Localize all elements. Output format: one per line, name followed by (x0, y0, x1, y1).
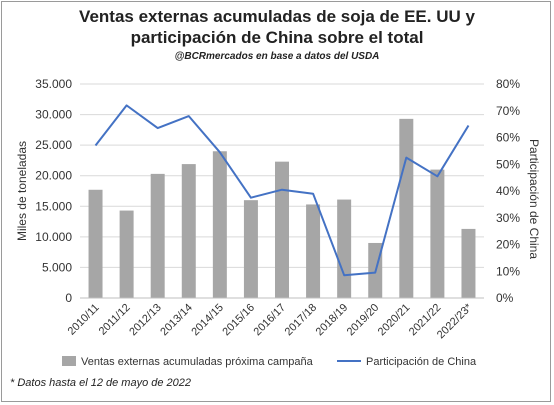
y-tick-label: 15.000 (35, 199, 72, 213)
y2-tick-label: 80% (496, 77, 520, 91)
y2-tick-label: 40% (496, 184, 520, 198)
bar (150, 173, 165, 298)
footnote: * Datos hasta el 12 de mayo de 2022 (10, 377, 192, 389)
y-axis-title: Miles de toneladas (15, 141, 29, 241)
y-tick-label: 35.000 (35, 77, 72, 91)
x-tick-label: 2014/15 (189, 302, 226, 339)
y-tick-label: 30.000 (35, 108, 72, 122)
chart-subtitle: @BCRmercados en base a datos del USDA (174, 51, 380, 62)
x-tick-label: 2017/18 (283, 302, 320, 339)
china-share-line (94, 104, 470, 277)
bar (119, 210, 134, 298)
legend-bar-swatch (62, 356, 76, 366)
legend: Ventas externas acumuladas próxima campa… (62, 356, 477, 368)
y2-tick-label: 50% (496, 157, 520, 171)
bar (181, 164, 196, 298)
bar (306, 204, 321, 298)
x-tick-label: 2019/20 (345, 302, 382, 339)
y-tick-label: 5.000 (42, 260, 72, 274)
bar (399, 118, 414, 298)
legend-line-label: Participación de China (366, 356, 477, 368)
x-tick-label: 2016/17 (252, 302, 289, 339)
x-tick-label: 2012/13 (127, 302, 164, 339)
chart-title-line-2: participación de China sobre el total (130, 28, 424, 47)
x-tick-label: 2020/21 (376, 302, 413, 339)
y2-axis-title: Participación de China (527, 139, 541, 259)
y2-tick-label: 20% (496, 238, 520, 252)
legend-bar-label: Ventas externas acumuladas próxima campa… (81, 356, 314, 368)
bar (88, 189, 103, 298)
x-tick-label: 2022/23* (435, 301, 475, 341)
x-tick-label: 2013/14 (158, 302, 195, 339)
bar (212, 151, 227, 298)
y2-tick-label: 60% (496, 131, 520, 145)
x-tick-label: 2015/16 (220, 302, 257, 339)
x-tick-label: 2011/12 (97, 302, 133, 338)
bar (337, 199, 352, 298)
y2-tick-label: 30% (496, 211, 520, 225)
y-tick-label: 25.000 (35, 138, 72, 152)
bar (461, 228, 476, 298)
bar (275, 161, 289, 298)
y2-tick-label: 70% (496, 104, 520, 118)
y-tick-label: 20.000 (35, 169, 72, 183)
chart-title-line-1: Ventas externas acumuladas de soja de EE… (79, 7, 475, 26)
chart-title: Ventas externas acumuladas de soja de EE… (0, 6, 554, 48)
x-tick-label: 2010/11 (66, 302, 102, 338)
line-series (94, 104, 470, 277)
y2-tick-label: 0% (496, 291, 514, 305)
x-tick-label: 2018/19 (314, 302, 351, 339)
bar (243, 200, 258, 298)
bar-series (88, 118, 476, 298)
bar (430, 169, 445, 298)
y-tick-label: 10.000 (35, 230, 72, 244)
y2-tick-label: 10% (496, 264, 520, 278)
y-tick-label: 0 (65, 291, 72, 305)
